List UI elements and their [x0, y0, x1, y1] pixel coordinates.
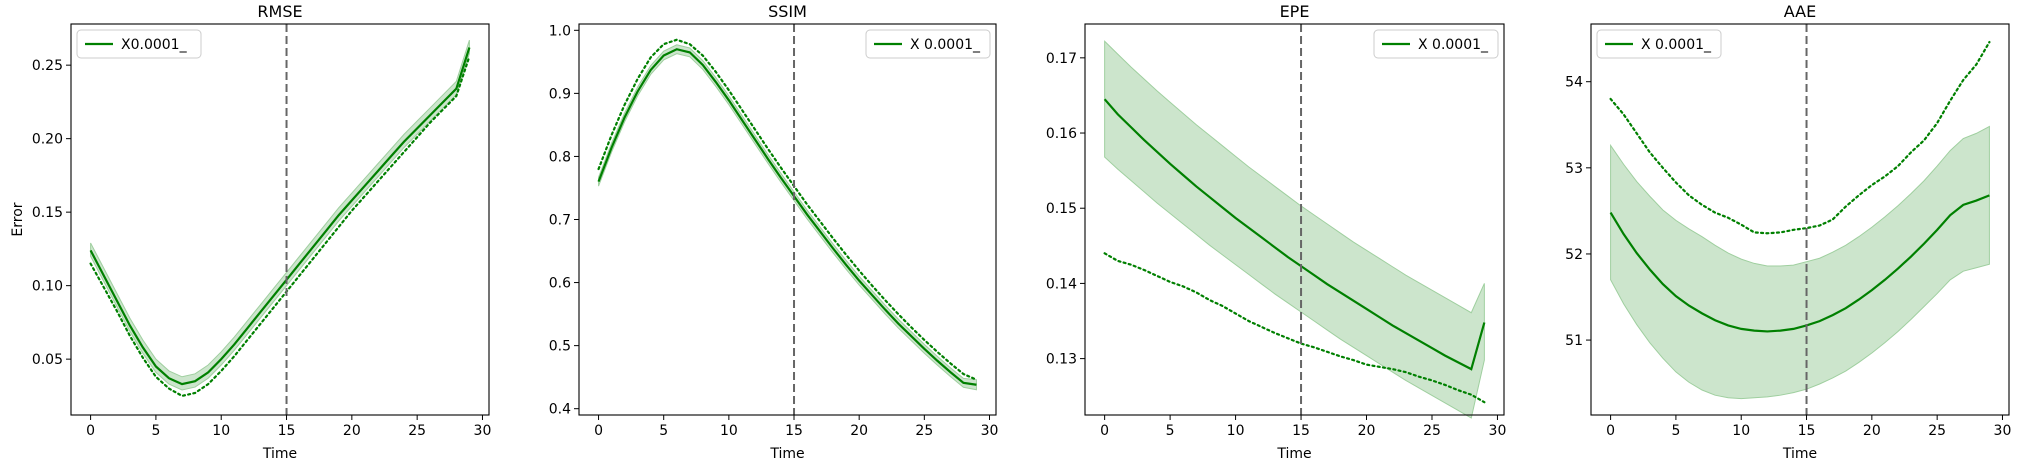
- x-tick-label: 10: [720, 423, 738, 439]
- y-tick-label: 0.05: [32, 352, 63, 368]
- x-axis-label: Time: [262, 446, 297, 462]
- x-axis-label: Time: [1276, 446, 1311, 462]
- confidence-band: [90, 40, 470, 391]
- x-tick-label: 15: [1798, 423, 1816, 439]
- confidence-band: [1610, 125, 1990, 400]
- y-tick-label: 53: [1565, 161, 1583, 177]
- y-tick-label: 0.25: [32, 58, 63, 74]
- axes-frame: [70, 23, 490, 416]
- x-tick-label: 20: [1863, 423, 1881, 439]
- x-axis-label: Time: [769, 446, 804, 462]
- x-tick-label: 25: [1928, 423, 1946, 439]
- legend: X0.0001_: [76, 29, 202, 59]
- x-tick-label: 5: [151, 423, 160, 439]
- legend-box: [1596, 29, 1722, 59]
- mean-line: [1609, 194, 1990, 333]
- x-tick-label: 10: [1227, 423, 1245, 439]
- y-axis-label: Error: [10, 202, 26, 236]
- x-tick-label: 15: [278, 423, 296, 439]
- y-tick-label: 0.15: [32, 205, 63, 221]
- x-tick-label: 20: [343, 423, 361, 439]
- x-tick-label: 20: [850, 423, 868, 439]
- y-tick-label: 0.8: [549, 149, 571, 165]
- x-tick-label: 10: [1732, 423, 1750, 439]
- x-tick-label: 5: [1671, 423, 1680, 439]
- legend-box: [865, 29, 991, 59]
- legend-label: X 0.0001_: [1641, 37, 1712, 53]
- chart-title: SSIM: [768, 2, 807, 21]
- y-tick-label: 0.13: [1046, 352, 1077, 368]
- legend-label: X 0.0001_: [910, 37, 981, 53]
- legend-box: [76, 29, 202, 59]
- y-tick-label: 1.0: [549, 23, 571, 39]
- x-tick-label: 5: [659, 423, 668, 439]
- legend-box: [1373, 29, 1499, 59]
- x-tick-label: 30: [1489, 423, 1507, 439]
- y-tick-label: 54: [1565, 75, 1583, 91]
- x-tick-label: 5: [1166, 423, 1175, 439]
- x-tick-label: 30: [981, 423, 999, 439]
- subplot-aae: 0 5 10 15 20 25 30 51 52 53 54 AAE Time X 0.0001_: [1565, 2, 2011, 462]
- x-tick-label: 30: [1994, 423, 2012, 439]
- dotted-line: [1609, 40, 1991, 235]
- x-tick-label: 0: [86, 423, 95, 439]
- x-axis-label: Time: [1782, 446, 1817, 462]
- x-tick-label: 25: [408, 423, 426, 439]
- legend-label: X 0.0001_: [1418, 37, 1489, 53]
- x-tick-label: 10: [212, 423, 230, 439]
- x-tick-label: 15: [785, 423, 803, 439]
- subplot-epe: 0 5 10 15 20 25 30 0.13 0.14 0.15 0.16 0.17 EPE Time X…: [1046, 2, 1507, 462]
- x-tick-label: 0: [1606, 423, 1615, 439]
- y-tick-label: 0.20: [32, 132, 63, 148]
- dotted-line: [89, 55, 471, 398]
- x-tick-label: 20: [1358, 423, 1376, 439]
- y-tick-label: 0.4: [549, 402, 571, 418]
- mean-line: [89, 47, 471, 386]
- x-tick-label: 0: [594, 423, 603, 439]
- y-tick-label: 52: [1565, 247, 1583, 263]
- y-tick-label: 0.17: [1046, 51, 1077, 67]
- x-tick-label: 30: [474, 423, 492, 439]
- confidence-band: [598, 44, 977, 391]
- axes-frame: [1590, 23, 2010, 416]
- confidence-band: [1104, 40, 1485, 419]
- legend: X 0.0001_: [1373, 29, 1499, 59]
- chart-title: AAE: [1784, 2, 1816, 21]
- legend: X 0.0001_: [865, 29, 991, 59]
- chart-title: EPE: [1280, 2, 1310, 21]
- y-tick-label: 0.6: [549, 276, 571, 292]
- y-tick-label: 51: [1565, 333, 1583, 349]
- legend: X 0.0001_: [1596, 29, 1722, 59]
- y-tick-label: 0.15: [1046, 201, 1077, 217]
- dotted-line: [1103, 252, 1486, 404]
- y-tick-label: 0.16: [1046, 126, 1077, 142]
- x-tick-label: 25: [1423, 423, 1441, 439]
- mean-line: [597, 48, 977, 386]
- y-tick-label: 0.7: [549, 213, 571, 229]
- legend-label: X0.0001_: [121, 37, 188, 53]
- x-tick-label: 0: [1100, 423, 1109, 439]
- y-tick-label: 0.14: [1046, 276, 1077, 292]
- subplot-rmse: 0 5 10 15 20 25 30 0.05 0.10 0.15 0.20 0.25 RMSE Time…: [10, 2, 491, 462]
- x-tick-label: 15: [1292, 423, 1310, 439]
- y-tick-label: 0.5: [549, 339, 571, 355]
- dotted-line: [597, 38, 978, 381]
- chart-title: RMSE: [257, 2, 302, 21]
- y-tick-label: 0.10: [32, 279, 63, 295]
- x-tick-label: 25: [915, 423, 933, 439]
- subplot-ssim: 0 5 10 15 20 25 30 0.4 0.5 0.6 0.7 0.8 0.9 1.0 SSIM Tim…: [549, 2, 999, 462]
- mean-line: [1103, 98, 1486, 371]
- y-tick-label: 0.9: [549, 86, 571, 102]
- axes-frame: [1084, 23, 1505, 416]
